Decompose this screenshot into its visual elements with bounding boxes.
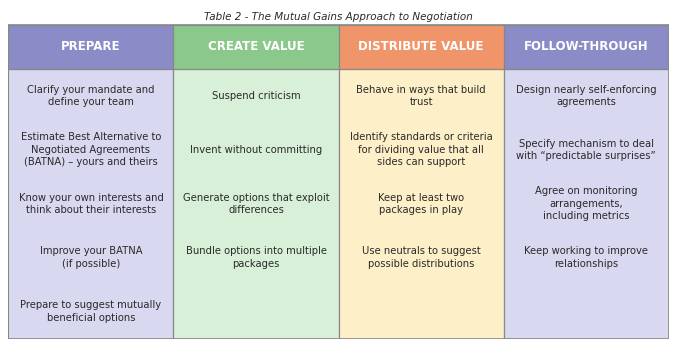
Text: DISTRIBUTE VALUE: DISTRIBUTE VALUE: [358, 40, 484, 53]
Bar: [504, 69, 669, 339]
Text: Bundle options into multiple
packages: Bundle options into multiple packages: [186, 246, 327, 269]
Text: Agree on monitoring
arrangements,
including metrics: Agree on monitoring arrangements, includ…: [535, 186, 637, 221]
Text: Table 2 - The Mutual Gains Approach to Negotiation: Table 2 - The Mutual Gains Approach to N…: [204, 12, 473, 21]
Bar: [8, 69, 173, 339]
Text: Identify standards or criteria
for dividing value that all
sides can support: Identify standards or criteria for divid…: [350, 132, 493, 167]
Text: Estimate Best Alternative to
Negotiated Agreements
(BATNA) – yours and theirs: Estimate Best Alternative to Negotiated …: [21, 132, 161, 167]
Text: Clarify your mandate and
define your team: Clarify your mandate and define your tea…: [27, 85, 155, 107]
Text: Improve your BATNA
(if possible): Improve your BATNA (if possible): [40, 246, 142, 269]
Bar: [8, 25, 173, 69]
Text: Keep at least two
packages in play: Keep at least two packages in play: [378, 192, 464, 215]
Text: CREATE VALUE: CREATE VALUE: [208, 40, 304, 53]
Text: Keep working to improve
relationships: Keep working to improve relationships: [524, 246, 648, 269]
Text: FOLLOW-THROUGH: FOLLOW-THROUGH: [524, 40, 649, 53]
Text: Behave in ways that build
trust: Behave in ways that build trust: [356, 85, 486, 107]
Text: Generate options that exploit
differences: Generate options that exploit difference…: [183, 192, 329, 215]
Text: PREPARE: PREPARE: [61, 40, 121, 53]
Bar: [173, 69, 339, 339]
Text: Suspend criticism: Suspend criticism: [212, 91, 300, 101]
Text: Know your own interests and
think about their interests: Know your own interests and think about …: [18, 192, 163, 215]
Text: Use neutrals to suggest
possible distributions: Use neutrals to suggest possible distrib…: [362, 246, 481, 269]
Bar: [504, 25, 669, 69]
Text: Invent without committing: Invent without committing: [190, 145, 322, 155]
Bar: [173, 25, 339, 69]
Text: Design nearly self-enforcing
agreements: Design nearly self-enforcing agreements: [516, 85, 657, 107]
Text: Prepare to suggest mutually
beneficial options: Prepare to suggest mutually beneficial o…: [20, 301, 161, 323]
Text: Specify mechanism to deal
with “predictable surprises”: Specify mechanism to deal with “predicta…: [516, 139, 656, 161]
Bar: [339, 25, 504, 69]
Bar: [339, 69, 504, 339]
